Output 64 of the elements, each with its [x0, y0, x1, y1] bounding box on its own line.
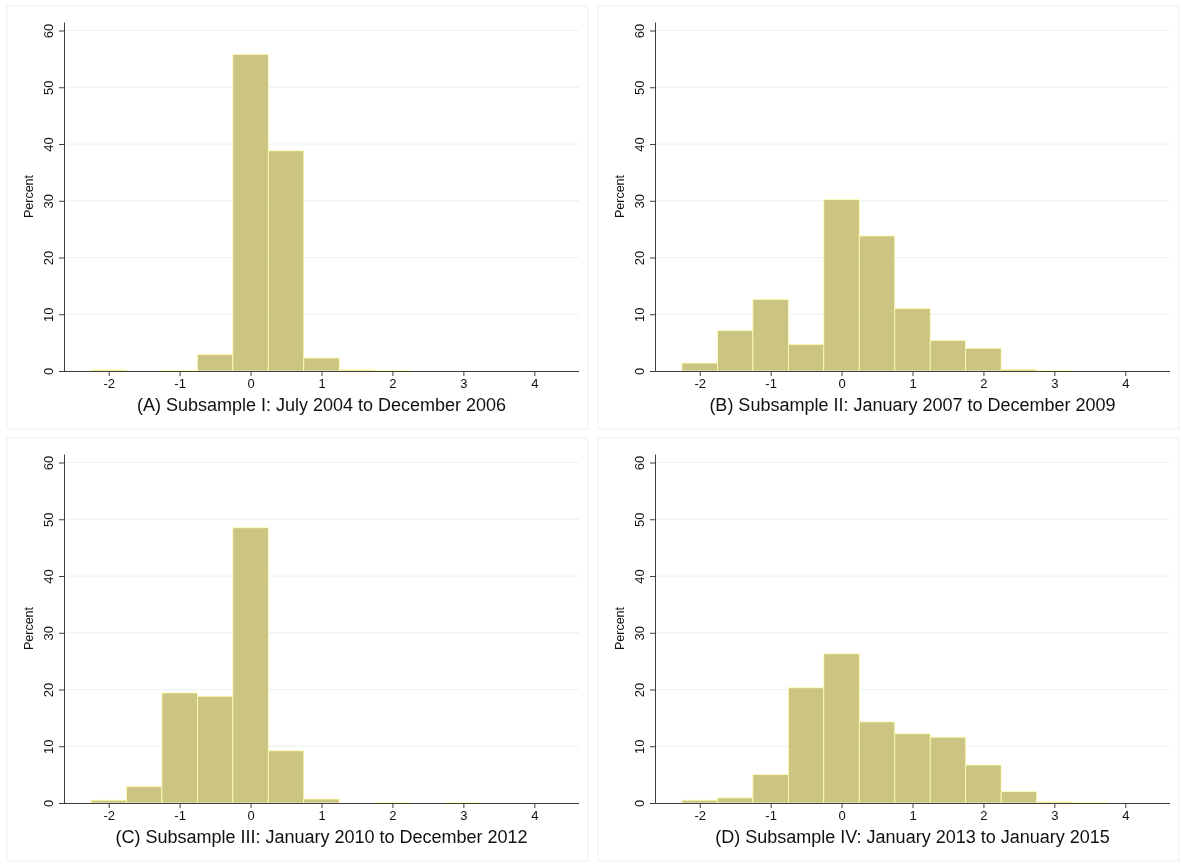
y-tick-label: 30 [41, 194, 56, 209]
y-tick-label: 50 [41, 512, 56, 527]
x-tick-label: 3 [460, 376, 468, 392]
x-tick-label: -2 [103, 376, 115, 392]
x-tick-label: -2 [694, 376, 706, 392]
y-tick-label: 50 [632, 512, 647, 527]
y-tick-label: 50 [41, 80, 56, 95]
x-tick-label: 0 [838, 376, 846, 392]
y-tick-label: 10 [632, 739, 647, 754]
y-tick-label: 40 [41, 137, 56, 152]
x-tick-label: 2 [389, 376, 397, 392]
y-tick-label: 30 [41, 626, 56, 641]
y-tick-label: 0 [41, 367, 56, 376]
y-axis-title: Percent [613, 606, 627, 651]
x-axis-title: (D) Subsample IV: January 2013 to January 2015 [715, 827, 1110, 847]
y-tick-label: 20 [632, 682, 647, 698]
y-axis-title: Percent [613, 174, 627, 219]
y-tick-label: 10 [41, 739, 56, 754]
y-tick-label: 50 [632, 80, 647, 95]
x-axis-title: (C) Subsample III: January 2010 to December 2012 [115, 827, 528, 847]
y-tick-label: 20 [632, 250, 647, 266]
y-tick-label: 60 [41, 455, 56, 471]
x-tick-label: -1 [174, 376, 186, 392]
x-tick-label: 2 [980, 376, 988, 392]
x-tick-label: 1 [318, 808, 326, 824]
y-tick-label: 0 [632, 367, 647, 376]
x-tick-label: 2 [980, 808, 988, 824]
x-axis-title: (A) Subsample I: July 2004 to December 2006 [136, 395, 507, 415]
y-tick-label: 0 [41, 799, 56, 808]
y-tick-label: 10 [41, 307, 56, 322]
x-tick-label: 3 [1051, 376, 1059, 392]
x-tick-label: -2 [103, 808, 115, 824]
y-tick-label: 60 [632, 455, 647, 471]
y-tick-label: 30 [632, 626, 647, 641]
x-tick-label: 4 [531, 808, 539, 824]
x-tick-label: 1 [909, 376, 917, 392]
x-tick-label: 4 [1122, 808, 1130, 824]
x-tick-label: 0 [838, 808, 846, 824]
y-tick-label: 40 [632, 137, 647, 152]
x-tick-label: 1 [318, 376, 326, 392]
y-tick-label: 40 [632, 569, 647, 584]
y-tick-label: 40 [41, 569, 56, 584]
y-tick-label: 60 [41, 23, 56, 39]
x-tick-label: -1 [174, 808, 186, 824]
x-tick-label: 4 [1122, 376, 1130, 392]
y-tick-label: 10 [632, 307, 647, 322]
x-tick-label: 0 [247, 376, 255, 392]
y-tick-label: 0 [632, 799, 647, 808]
y-axis-title: Percent [22, 174, 36, 219]
y-tick-label: 20 [41, 682, 56, 698]
x-tick-label: -1 [765, 376, 777, 392]
y-tick-label: 30 [632, 194, 647, 209]
x-tick-label: 4 [531, 376, 539, 392]
x-tick-label: 3 [460, 808, 468, 824]
x-tick-label: -2 [694, 808, 706, 824]
x-axis-title: (B) Subsample II: January 2007 to December 2009 [709, 395, 1116, 415]
x-tick-label: 3 [1051, 808, 1059, 824]
x-tick-label: 0 [247, 808, 255, 824]
y-tick-label: 60 [632, 23, 647, 39]
y-tick-label: 20 [41, 250, 56, 266]
x-tick-label: 2 [389, 808, 397, 824]
x-tick-label: 1 [909, 808, 917, 824]
y-axis-title: Percent [22, 606, 36, 651]
x-tick-label: -1 [765, 808, 777, 824]
